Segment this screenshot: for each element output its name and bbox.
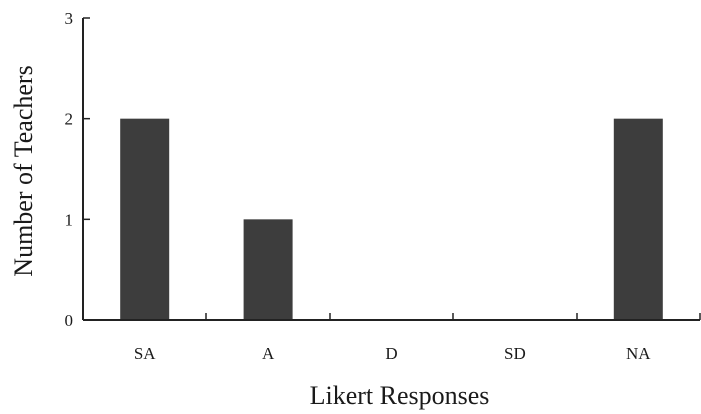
x-axis-ticks: SA A D SD NA bbox=[134, 313, 701, 363]
bar-sa bbox=[120, 118, 170, 321]
x-tick-label-d: D bbox=[385, 344, 397, 363]
y-tick-label: 3 bbox=[65, 9, 74, 28]
y-axis-title: Number of Teachers bbox=[9, 65, 38, 276]
y-tick-label: 0 bbox=[65, 311, 74, 330]
y-tick-label: 2 bbox=[65, 110, 74, 129]
x-axis-title: Likert Responses bbox=[310, 381, 490, 410]
bar-a bbox=[243, 219, 293, 320]
y-tick-label: 1 bbox=[65, 210, 74, 229]
x-tick-label-sa: SA bbox=[134, 344, 156, 363]
x-tick-label-sd: SD bbox=[504, 344, 526, 363]
y-axis-ticks: 0 1 2 3 bbox=[65, 9, 90, 330]
bar-na bbox=[613, 118, 663, 321]
x-tick-label-na: NA bbox=[626, 344, 651, 363]
bars-group bbox=[120, 118, 663, 321]
x-tick-label-a: A bbox=[262, 344, 275, 363]
